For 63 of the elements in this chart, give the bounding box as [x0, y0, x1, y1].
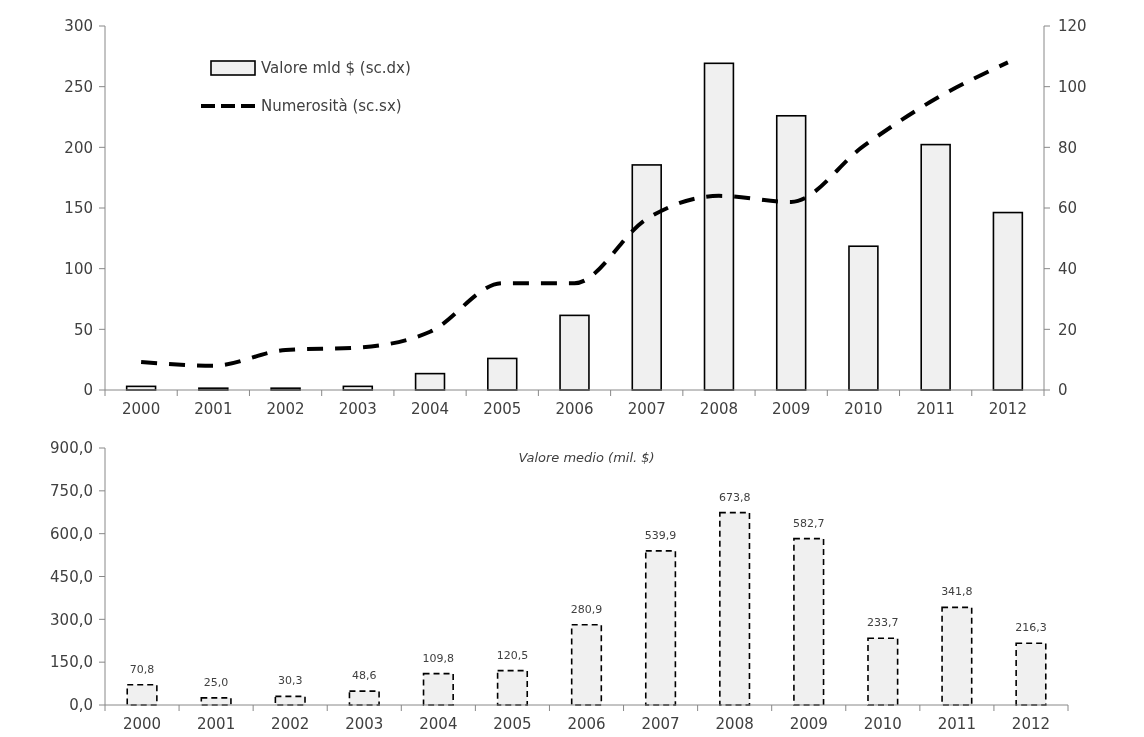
y-tick-label: 100	[64, 259, 93, 278]
x-tick-label: 2008	[699, 400, 739, 418]
x-tick-label: 2006	[555, 400, 594, 418]
chart-title: Valore medio (mil. $)	[518, 450, 655, 465]
x-tick-label: 2009	[789, 715, 828, 733]
data-label: 673,8	[718, 490, 751, 504]
x-tick-label: 2012	[1011, 715, 1051, 733]
data-label: 109,8	[422, 651, 455, 665]
y-tick-label: 150	[64, 199, 93, 218]
data-label: 48,6	[352, 669, 377, 683]
x-tick-label: 2011	[937, 715, 976, 733]
x-tick-label: 2009	[772, 400, 811, 418]
x-tick-label: 2004	[419, 715, 458, 733]
x-tick-label: 2006	[567, 715, 606, 733]
y2-tick-label: 20	[1058, 320, 1078, 339]
x-tick-label: 2000	[122, 715, 162, 733]
y2-tick-label: 80	[1058, 138, 1078, 157]
data-label: 539,9	[644, 528, 677, 542]
x-tick-label: 2003	[338, 400, 377, 418]
x-tick-label: 2007	[641, 715, 680, 733]
y2-tick-label: 0	[1058, 381, 1068, 400]
legend-label: Valore mld $ (sc.dx)	[261, 59, 411, 77]
y-tick-label: 750,0	[50, 482, 93, 501]
x-tick-label: 2002	[266, 400, 305, 418]
data-label: 341,8	[941, 585, 973, 599]
x-tick-label: 2008	[715, 715, 754, 733]
y2-tick-label: 120	[1058, 17, 1087, 36]
x-tick-label: 2012	[988, 400, 1027, 418]
x-tick-label: 2001	[194, 400, 233, 418]
y2-tick-label: 60	[1058, 199, 1078, 218]
data-label: 233,7	[867, 616, 899, 630]
y-tick-label: 300,0	[50, 610, 93, 629]
x-tick-label: 2002	[271, 715, 310, 733]
x-tick-label: 2005	[483, 400, 522, 418]
x-tick-label: 2011	[916, 400, 955, 418]
x-tick-label: 2005	[493, 715, 532, 733]
y-tick-label: 50	[73, 320, 93, 339]
y-tick-label: 600,0	[50, 524, 93, 543]
data-label: 216,3	[1015, 621, 1047, 635]
data-label: 582,7	[792, 516, 825, 530]
y-tick-label: 250	[64, 77, 93, 96]
data-label: 70,8	[129, 662, 155, 676]
x-tick-label: 2010	[844, 400, 883, 418]
x-tick-label: 2004	[410, 400, 450, 418]
data-label: 25,0	[203, 675, 229, 689]
data-label: 30,3	[277, 674, 303, 688]
y-tick-label: 900,0	[50, 439, 93, 458]
y-tick-label: 450,0	[50, 567, 93, 586]
x-tick-label: 2003	[345, 715, 384, 733]
y2-tick-label: 100	[1058, 77, 1087, 96]
legend-label: Numerosità (sc.sx)	[261, 97, 402, 115]
y-tick-label: 200	[64, 138, 93, 157]
data-label: 280,9	[570, 602, 603, 616]
x-tick-label: 2001	[197, 715, 236, 733]
data-label: 120,5	[496, 648, 529, 662]
x-tick-label: 2000	[122, 400, 161, 418]
y-tick-label: 300	[64, 17, 93, 36]
x-tick-label: 2007	[627, 400, 666, 418]
y-tick-label: 150,0	[50, 653, 93, 672]
y2-tick-label: 40	[1058, 259, 1078, 278]
x-tick-label: 2010	[863, 715, 902, 733]
y-tick-label: 0	[83, 381, 93, 400]
y-tick-label: 0,0	[69, 696, 93, 715]
